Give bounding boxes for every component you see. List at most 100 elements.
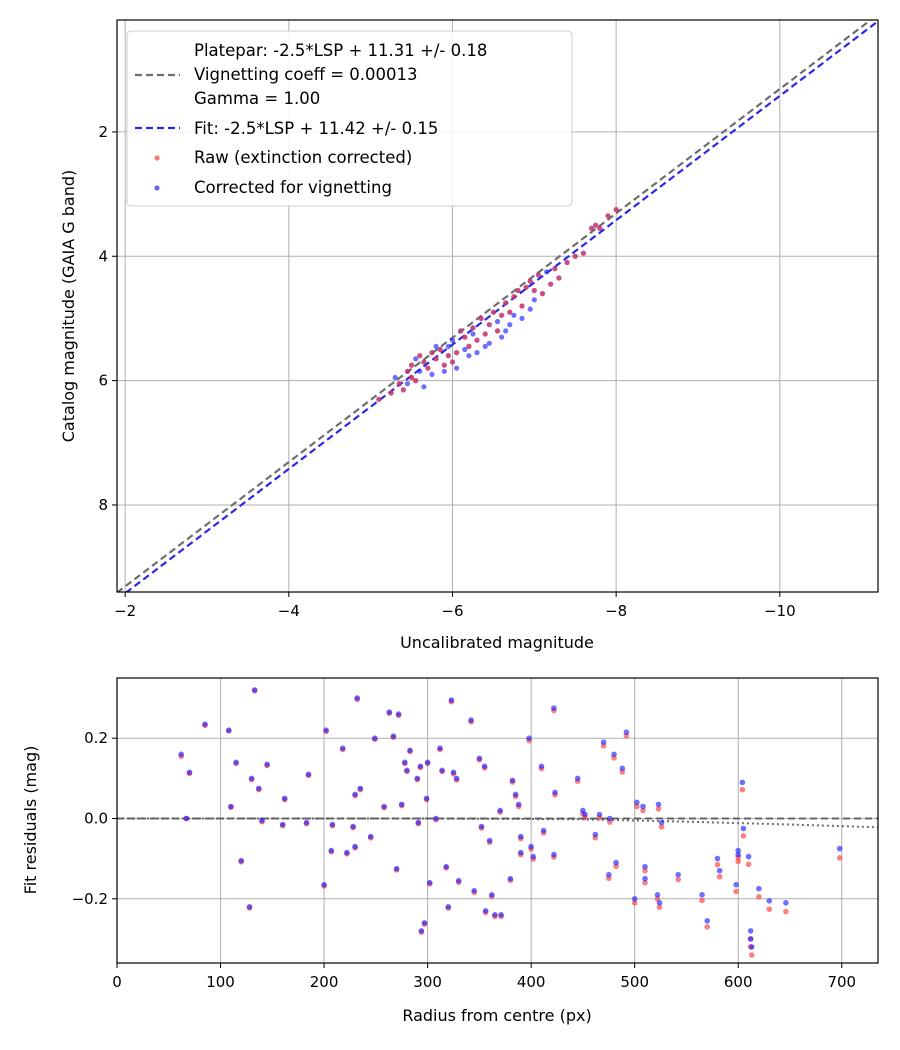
raw-point (735, 858, 741, 865)
corrected-point (507, 322, 513, 328)
corrected-point (498, 912, 504, 918)
corrected-point (454, 365, 460, 371)
raw-point (417, 353, 423, 359)
corrected-point (499, 334, 505, 340)
corrected-point (367, 833, 374, 840)
corrected-point (357, 785, 364, 792)
corrected-point (607, 815, 613, 822)
raw-point (556, 275, 562, 281)
corrected-point (515, 801, 522, 808)
corrected-point (386, 709, 393, 715)
raw-point (376, 396, 382, 402)
raw-point (740, 833, 747, 839)
corrected-point (528, 843, 534, 850)
corrected-point (186, 769, 193, 776)
corrected-point (321, 881, 327, 888)
raw-point (404, 368, 411, 374)
corrected-point (640, 803, 646, 810)
corrected-point (735, 847, 741, 854)
corrected-point (631, 896, 638, 902)
corrected-point (352, 791, 358, 798)
corrected-point (551, 851, 557, 858)
corrected-point (418, 928, 425, 934)
corrected-point (511, 312, 517, 318)
corrected-point (518, 849, 524, 856)
raw-point (421, 359, 427, 365)
raw-point (433, 356, 439, 362)
residuals-grid (116, 678, 878, 963)
corrected-point (766, 898, 773, 904)
corrected-point (226, 727, 232, 733)
residuals-chart: 0 100 200 300 400 500 600 700 0.2 0.0 −0.2 Radius … (21, 677, 879, 1025)
raw-point (454, 350, 460, 356)
corrected-point (482, 343, 488, 349)
corrected-point (404, 381, 411, 387)
corrected-point (445, 343, 451, 349)
raw-point (482, 331, 488, 337)
raw-point (462, 334, 468, 340)
corrected-point (716, 867, 723, 874)
corrected-point (655, 801, 662, 808)
x-tick-label: 400 (517, 973, 546, 991)
corrected-point (596, 811, 603, 818)
raw-point (704, 924, 710, 930)
corrected-point (202, 721, 208, 727)
raw-point (748, 952, 755, 958)
corrected-point (714, 855, 721, 862)
corrected-point (540, 827, 547, 834)
corrected-point (424, 759, 431, 766)
raw-point (409, 362, 415, 368)
corrected-point (656, 900, 663, 906)
calibration-chart: −2 −4 −6 −8 −10 2 4 6 8 Uncalibrated magnitude C… (59, 19, 879, 652)
raw-point (564, 259, 570, 266)
legend-corrected-label: Corrected for vignetting (194, 178, 392, 197)
raw-point (642, 879, 648, 886)
corrected-point (481, 763, 488, 770)
corrected-point (574, 775, 581, 782)
corrected-point (527, 306, 533, 312)
legend-platepar-line-1: Platepar: -2.5*LSP + 11.31 +/- 0.18 (194, 41, 487, 60)
raw-point (593, 222, 599, 228)
calibration-plot-frame (116, 19, 879, 593)
x-tick-label: 200 (310, 973, 339, 991)
corrected-point (390, 733, 397, 739)
raw-point (409, 374, 415, 381)
corrected-point (439, 767, 445, 774)
corrected-point (392, 374, 398, 381)
raw-point (519, 303, 525, 309)
corrected-point (619, 765, 626, 772)
raw-point (605, 213, 611, 219)
corrected-point (611, 751, 617, 758)
corrected-point (756, 885, 762, 892)
corrected-point (474, 350, 480, 356)
corrected-point (519, 315, 525, 321)
raw-point (425, 365, 431, 371)
corrected-point (259, 817, 265, 824)
corrected-point (443, 863, 450, 870)
corrected-point (503, 328, 509, 334)
legend-platepar-line-3: Gamma = 1.00 (194, 89, 320, 108)
residuals-reference-lines (117, 817, 878, 829)
fit-line (125, 20, 878, 592)
corrected-point (739, 779, 746, 786)
corrected-point (281, 795, 288, 802)
y-tick-label: −0.2 (72, 890, 108, 908)
corrected-point (414, 775, 421, 782)
corrected-point (654, 892, 661, 898)
corrected-point (486, 340, 492, 346)
corrected-point (634, 799, 640, 806)
raw-point (766, 906, 773, 912)
raw-point (745, 861, 752, 868)
raw-point (548, 281, 554, 287)
raw-point (739, 786, 746, 793)
raw-point (449, 359, 456, 365)
calibration-legend: Platepar: -2.5*LSP + 11.31 +/- 0.18 Vign… (126, 30, 573, 207)
corrected-point (238, 857, 244, 864)
corrected-point (407, 747, 413, 754)
corrected-point (329, 821, 336, 828)
corrected-point (393, 865, 400, 872)
raw-point (699, 897, 705, 904)
raw-point (445, 353, 451, 359)
raw-point (572, 253, 578, 259)
residuals-points (178, 687, 843, 958)
